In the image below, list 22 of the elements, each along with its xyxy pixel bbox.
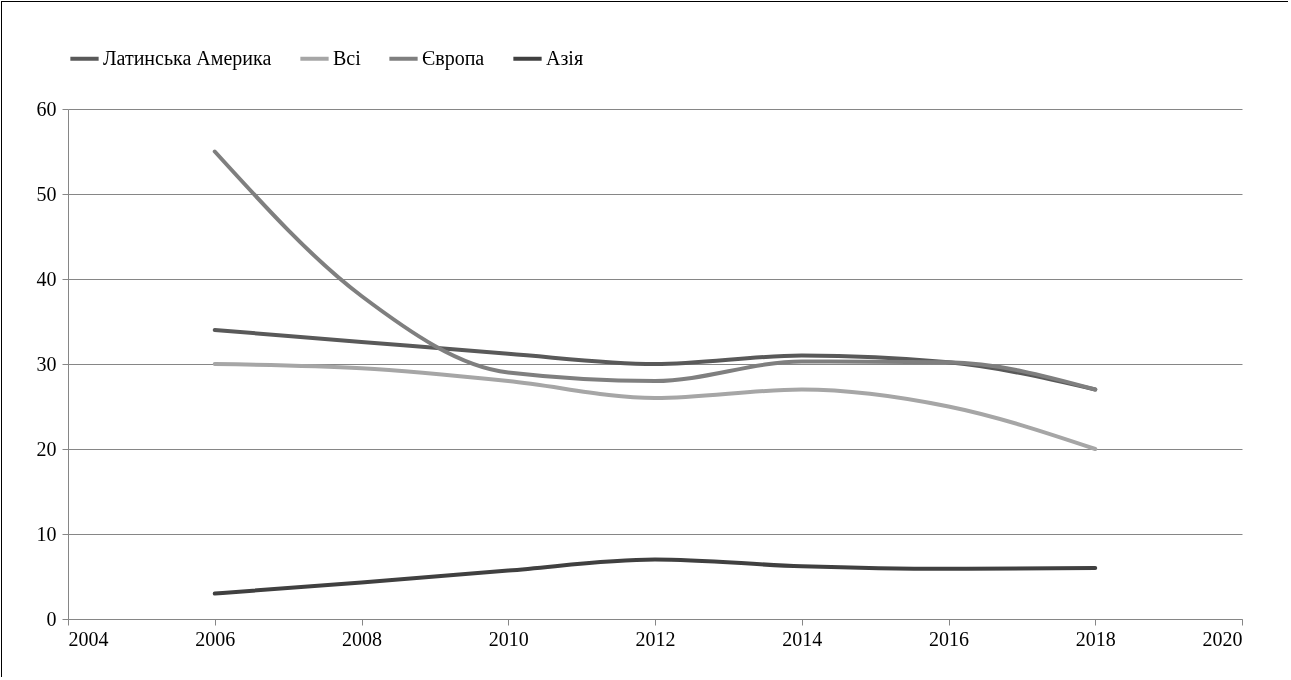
x-tick-label: 2004	[68, 627, 109, 650]
y-tick-label: 50	[36, 182, 57, 205]
x-tick-label: 2016	[929, 627, 969, 650]
x-tick-label: 2014	[782, 627, 823, 650]
x-tick-label: 2020	[1202, 627, 1243, 650]
x-tick-label: 2006	[195, 627, 236, 650]
x-tick-label: 2012	[635, 627, 676, 650]
legend-label: Латинська Америка	[103, 46, 272, 70]
legend-label: Європа	[422, 46, 485, 70]
x-tick-label: 2008	[342, 627, 382, 650]
y-tick-label: 10	[36, 522, 57, 545]
legend-label: Азія	[546, 46, 584, 69]
line-series	[212, 362, 1098, 451]
y-tick-label: 30	[36, 352, 57, 375]
y-tick-label: 40	[36, 267, 57, 290]
legend-label: Всі	[333, 46, 362, 69]
y-tick-label: 20	[36, 437, 57, 460]
line-series	[212, 557, 1098, 596]
y-tick-label: 0	[46, 607, 57, 630]
y-tick-label: 60	[36, 97, 57, 120]
x-tick-label: 2018	[1075, 627, 1116, 650]
x-tick-label: 2010	[488, 627, 529, 650]
